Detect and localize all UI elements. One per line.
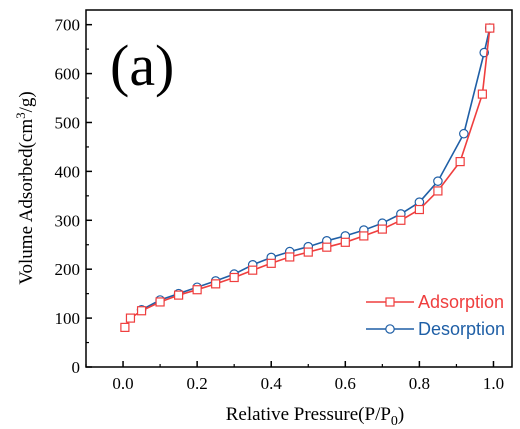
adsorption-point xyxy=(211,279,221,289)
desorption-point xyxy=(433,176,443,186)
adsorption-point xyxy=(120,322,130,332)
adsorption-point xyxy=(303,247,313,257)
desorption-line xyxy=(141,27,491,311)
x-tick-label: 0.6 xyxy=(335,374,356,393)
legend-marker xyxy=(385,297,395,307)
adsorption-point xyxy=(414,204,424,215)
desorption-point xyxy=(459,128,469,139)
adsorption-point xyxy=(340,237,350,247)
y-tick-label: 500 xyxy=(55,113,81,132)
adsorption-point xyxy=(377,224,387,234)
adsorption-point xyxy=(125,313,136,323)
y-tick-label: 300 xyxy=(55,211,81,230)
adsorption-point xyxy=(229,272,239,283)
x-tick-label: 0.0 xyxy=(112,374,133,393)
panel-label: (a) xyxy=(110,33,174,98)
series-adsorption xyxy=(120,23,495,332)
y-tick-label: 400 xyxy=(55,162,81,181)
legend-marker xyxy=(385,324,395,334)
legend-item-adsorption: Adsorption xyxy=(366,292,504,312)
x-tick-label: 0.2 xyxy=(187,374,208,393)
adsorption-point xyxy=(485,23,495,33)
adsorption-point xyxy=(477,89,487,99)
adsorption-point xyxy=(136,306,147,316)
adsorption-point xyxy=(155,297,165,307)
y-tick-label: 700 xyxy=(55,16,81,35)
y-tick-label: 100 xyxy=(55,309,81,328)
legend-label: Desorption xyxy=(418,319,505,339)
legend: Adsorption Desorption xyxy=(366,292,505,339)
x-tick-label: 0.4 xyxy=(261,374,283,393)
adsorption-point xyxy=(455,157,465,167)
y-tick-label: 200 xyxy=(55,260,81,279)
adsorption-line xyxy=(124,28,491,328)
adsorption-point xyxy=(285,252,295,262)
adsorption-point xyxy=(359,231,369,241)
adsorption-point xyxy=(322,242,332,252)
series-layer xyxy=(120,23,495,332)
series-desorption xyxy=(136,23,495,315)
y-tick-label: 600 xyxy=(55,65,81,84)
x-tick-label: 1.0 xyxy=(483,374,504,393)
legend-label: Adsorption xyxy=(418,292,504,312)
legend-item-desorption: Desorption xyxy=(366,319,505,339)
y-tick-label: 0 xyxy=(72,358,81,377)
plot-frame xyxy=(85,9,513,368)
y-axis-title: Volume Adsorbed(cm3/g) xyxy=(13,91,37,285)
adsorption-point xyxy=(396,215,406,225)
adsorption-point xyxy=(266,258,276,268)
adsorption-point xyxy=(433,186,443,196)
x-axis-title: Relative Pressure(P/P0) xyxy=(226,404,405,429)
adsorption-point xyxy=(174,290,184,300)
axes: 0.0 0.2 0.4 0.6 0.8 1.0 0 100 200 300 400 500 600 700 xyxy=(55,9,513,393)
x-tick-label: 0.8 xyxy=(409,374,430,393)
adsorption-point xyxy=(248,265,258,275)
adsorption-point xyxy=(192,285,202,295)
